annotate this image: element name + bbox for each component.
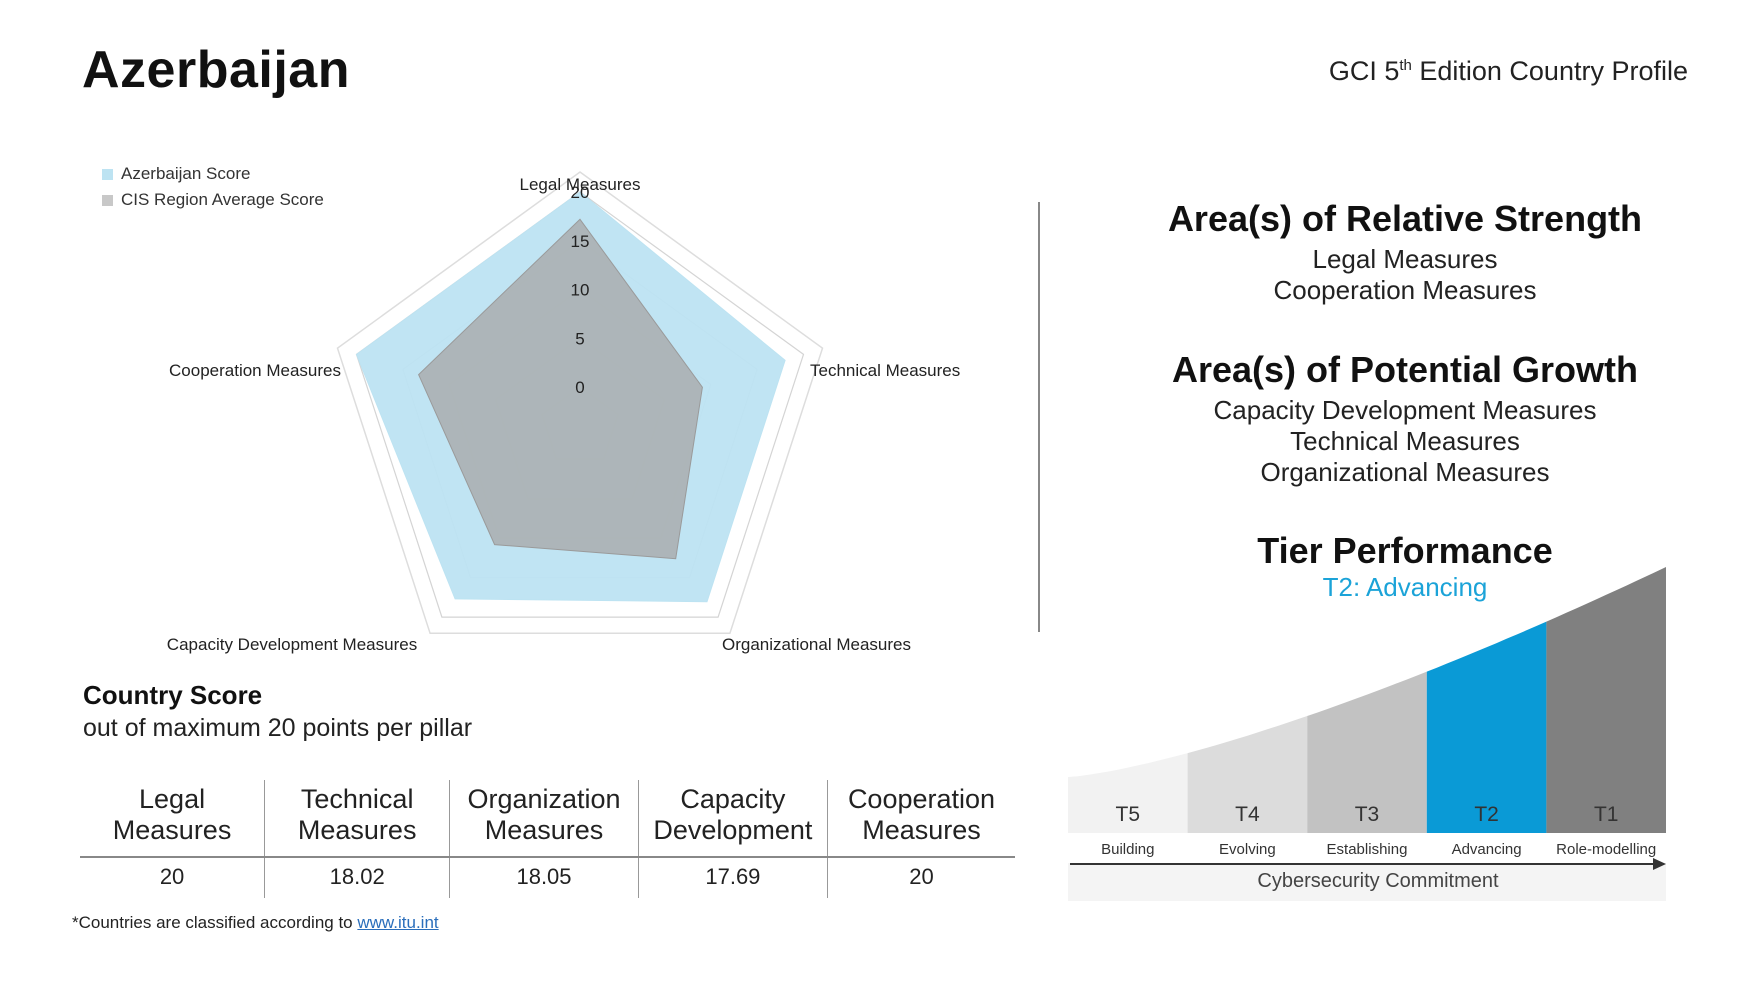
tier-labels: T5 Building T4 Evolving T3 Establishing T2 Adva… (1101, 803, 1656, 858)
score-col-header-organization: Organization Measures (449, 780, 639, 858)
tier-name-role-modelling: Role-modelling (1556, 841, 1656, 858)
score-value-capacity: 17.69 (638, 857, 828, 898)
growth-item: Capacity Development Measures (1213, 395, 1597, 425)
legend-item-cis: CIS Region Average Score (102, 190, 324, 210)
radar-axis-label-capacity-development-measures: Capacity Development Measures (167, 635, 417, 654)
edition-label: GCI 5th Edition Country Profile (1329, 56, 1688, 87)
strength-section: Area(s) of Relative Strength Legal Measu… (1090, 198, 1720, 306)
tier-axis-band (1068, 863, 1666, 901)
legend-item-azerbaijan: Azerbaijan Score (102, 164, 324, 184)
growth-title: Area(s) of Potential Growth (1171, 349, 1639, 390)
tier-title: Tier Performance (1257, 530, 1553, 571)
edition-prefix: GCI 5 (1328, 56, 1400, 86)
country-title: Azerbaijan (82, 41, 350, 99)
tier-bar-t4 (1187, 716, 1308, 833)
footnote-text: *Countries are classified according to (72, 913, 358, 932)
radar-axis-label-legal-measures: Legal Measures (520, 175, 641, 194)
growth-item: Technical Measures (1290, 426, 1520, 456)
score-value-cooperation: 20 (909, 864, 934, 889)
tier-code-t4: T4 (1235, 803, 1260, 826)
country-score-heading: Country Score (83, 680, 263, 710)
radar-tick-label: 20 (571, 183, 590, 202)
radar-axis-label-cooperation-measures: Cooperation Measures (169, 361, 341, 380)
radar-series (355, 191, 786, 603)
score-value-legal: 20 (80, 857, 266, 898)
radar-legend: Azerbaijan Score CIS Region Average Scor… (102, 164, 324, 210)
tier-name-building: Building (1101, 841, 1154, 858)
legend-swatch-cis (102, 194, 113, 206)
radar-tick-label: 15 (571, 232, 590, 251)
tier-value: T2: Advancing (1322, 572, 1488, 602)
radar-labels: Legal Measures Technical Measures Organiza… (167, 175, 960, 654)
tier-bars (1068, 567, 1666, 833)
radar-axis-label-organizational-measures: Organizational Measures (722, 635, 911, 654)
tier-code-t1: T1 (1594, 803, 1619, 826)
tier-name-establishing: Establishing (1327, 841, 1408, 858)
tier-bar-t1 (1546, 567, 1666, 833)
radar-tick-label: 0 (575, 378, 584, 397)
score-value-organization: 18.05 (449, 857, 639, 898)
tier-axis-arrow (1653, 858, 1666, 870)
itu-link[interactable]: www.itu.int (357, 913, 439, 932)
legend-label-cis: CIS Region Average Score (121, 190, 324, 209)
radar-outer-frame (336, 171, 824, 635)
footnote: *Countries are classified according to w… (72, 913, 439, 933)
edition-sup: th (1399, 57, 1412, 74)
tier-axis: Cybersecurity Commitment (1068, 858, 1666, 901)
tier-chart: T5 Building T4 Evolving T3 Establishing T2 Adva… (1068, 567, 1666, 901)
tier-code-t3: T3 (1355, 803, 1380, 826)
tier-bar-t2 (1426, 621, 1547, 833)
growth-section: Area(s) of Potential Growth Capacity Dev… (1090, 349, 1720, 488)
tier-code-t5: T5 (1116, 803, 1141, 826)
tier-section: Tier Performance T2: Advancing (1090, 530, 1720, 603)
edition-suffix: Edition Country Profile (1411, 56, 1688, 86)
score-col-header-legal: Legal Measures (80, 780, 266, 858)
legend-swatch-azerbaijan (102, 168, 113, 180)
strength-item: Legal Measures (1312, 244, 1498, 274)
score-value-technical: 18.02 (264, 857, 451, 898)
tier-axis-label: Cybersecurity Commitment (1257, 870, 1499, 892)
radar-tick-label: 5 (575, 329, 584, 348)
tier-code-t2: T2 (1474, 803, 1499, 826)
legend-label-azerbaijan: Azerbaijan Score (121, 164, 251, 183)
radar-ticks: 0 5 10 15 20 (571, 183, 590, 397)
strength-item: Cooperation Measures (1273, 275, 1537, 305)
country-score-subheading: out of maximum 20 points per pillar (83, 714, 473, 742)
radar-chart: Legal Measures Technical Measures Organiza… (167, 171, 960, 654)
score-table-header-row: Legal Measures Technical Measures Organiza… (80, 780, 1015, 858)
radar-axis-label-technical-measures: Technical Measures (810, 361, 960, 380)
score-col-header-technical: Technical Measures (264, 780, 451, 858)
tier-name-advancing: Advancing (1452, 841, 1522, 858)
series-cis-region-average-score (418, 218, 703, 560)
section-divider (1038, 202, 1040, 632)
country-score-table: Legal Measures Technical Measures Organiza… (80, 780, 1015, 898)
strength-title: Area(s) of Relative Strength (1167, 198, 1643, 239)
tier-name-evolving: Evolving (1219, 841, 1276, 858)
tier-bar-t5 (1068, 753, 1188, 833)
score-col-header-cooperation: Cooperation Measures (827, 780, 1015, 858)
growth-item: Organizational Measures (1260, 457, 1550, 487)
tier-bar-t3 (1307, 671, 1427, 833)
radar-tick-label: 10 (571, 281, 590, 300)
score-col-header-capacity: Capacity Development (638, 780, 828, 858)
score-table-value-row: 20 18.02 18.05 17.69 20 (80, 857, 1015, 898)
